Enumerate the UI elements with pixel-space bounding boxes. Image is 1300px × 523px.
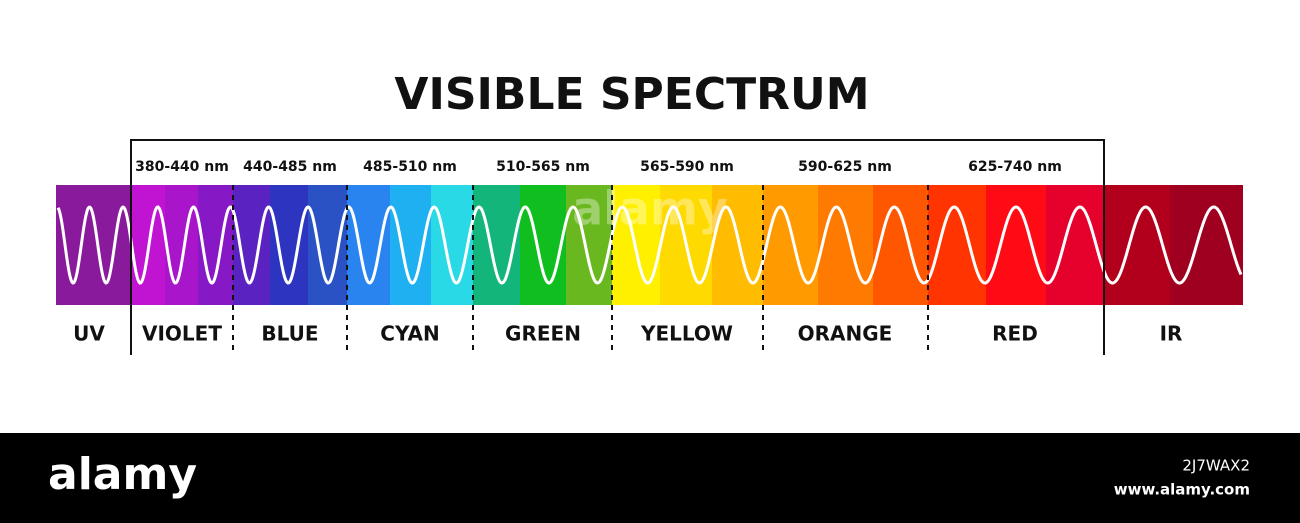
band-label: GREEN bbox=[505, 322, 581, 346]
footer-bar bbox=[0, 433, 1300, 523]
color-stripe bbox=[347, 185, 390, 305]
color-stripe bbox=[390, 185, 431, 305]
range-label: 485-510 nm bbox=[363, 159, 457, 175]
band-label: CYAN bbox=[380, 322, 439, 346]
color-stripe bbox=[986, 185, 1046, 305]
color-stripe bbox=[712, 185, 763, 305]
color-stripe bbox=[566, 185, 612, 305]
color-stripe bbox=[270, 185, 308, 305]
color-stripe bbox=[763, 185, 818, 305]
range-label: 625-740 nm bbox=[968, 159, 1062, 175]
dividers bbox=[232, 185, 929, 355]
color-stripe bbox=[308, 185, 347, 305]
band-label: ORANGE bbox=[798, 322, 893, 346]
band-label: RED bbox=[992, 322, 1038, 346]
band-label: BLUE bbox=[261, 322, 318, 346]
color-stripe bbox=[56, 185, 131, 305]
color-stripe bbox=[520, 185, 566, 305]
range-label: 440-485 nm bbox=[243, 159, 337, 175]
band-label: IR bbox=[1160, 322, 1183, 346]
footer-url: www.alamy.com bbox=[1114, 481, 1250, 499]
band-label: YELLOW bbox=[640, 322, 733, 346]
wave bbox=[56, 205, 1243, 285]
color-stripe bbox=[928, 185, 986, 305]
band-label: VIOLET bbox=[142, 322, 222, 346]
range-label: 565-590 nm bbox=[640, 159, 734, 175]
color-stripe bbox=[1104, 185, 1170, 305]
range-label: 380-440 nm bbox=[135, 159, 229, 175]
color-stripe bbox=[1046, 185, 1104, 305]
color-stripe bbox=[431, 185, 473, 305]
title: VISIBLE SPECTRUM bbox=[394, 69, 869, 120]
color-stripe bbox=[818, 185, 873, 305]
labels: 380-440 nm 440-485 nm 485-510 nm 510-565 nm… bbox=[73, 159, 1182, 346]
footer-brand: alamy bbox=[48, 449, 197, 500]
color-stripe bbox=[873, 185, 928, 305]
visible-bracket bbox=[130, 139, 1105, 355]
image-id: 2J7WAX2 bbox=[1182, 457, 1250, 475]
range-label: 590-625 nm bbox=[798, 159, 892, 175]
range-label: 510-565 nm bbox=[496, 159, 590, 175]
watermark: alamy bbox=[572, 182, 728, 236]
band-label: UV bbox=[73, 322, 105, 346]
color-stripe bbox=[165, 185, 198, 305]
